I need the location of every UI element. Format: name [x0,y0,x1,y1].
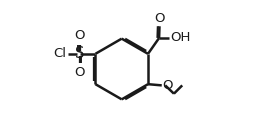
Text: O: O [162,79,173,92]
Text: O: O [74,66,85,79]
Text: OH: OH [170,31,191,44]
Text: Cl: Cl [54,47,67,60]
Text: O: O [154,12,165,25]
Text: O: O [74,29,85,42]
Text: S: S [75,46,84,61]
